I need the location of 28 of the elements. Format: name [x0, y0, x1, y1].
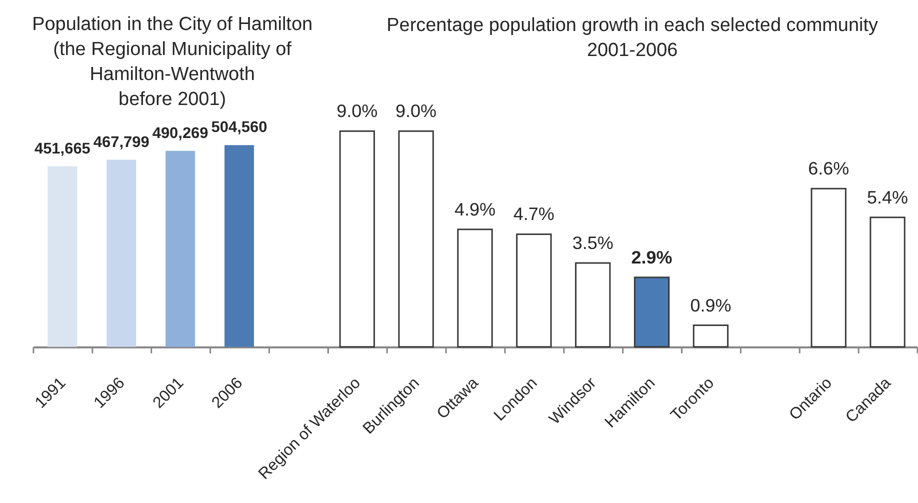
- bar: [692, 324, 729, 348]
- data-label: 504,560: [211, 119, 268, 136]
- data-label: 9.0%: [336, 101, 378, 122]
- bar: [810, 188, 846, 348]
- bar: [48, 166, 78, 347]
- bar: [339, 130, 375, 348]
- data-label: 490,269: [152, 124, 209, 142]
- data-label: 0.9%: [690, 295, 732, 316]
- bar: [398, 130, 434, 348]
- data-label: 9.0%: [396, 101, 437, 122]
- data-label: 3.5%: [572, 232, 614, 253]
- data-label: 2.9%: [631, 247, 672, 268]
- bar: [224, 145, 254, 347]
- chart-title: Population in the City of Hamilton (the Regional Municipality of Hamilton-Wentwoth before 2001): [32, 14, 313, 110]
- bar: [634, 276, 670, 348]
- bar: [870, 216, 906, 348]
- data-label: 467,799: [93, 134, 150, 151]
- data-label: 4.7%: [513, 204, 554, 224]
- bar: [575, 262, 611, 348]
- data-label: 5.4%: [867, 187, 908, 208]
- data-label: 4.9%: [454, 199, 496, 220]
- data-label: 6.6%: [808, 158, 850, 179]
- bar: [106, 160, 136, 347]
- data-label: 451,665: [34, 140, 91, 158]
- bar: [516, 233, 552, 348]
- bar: [457, 228, 493, 348]
- bar: [166, 150, 196, 347]
- chart-title: Percentage population growth in each selected community 2001-2006: [386, 15, 879, 62]
